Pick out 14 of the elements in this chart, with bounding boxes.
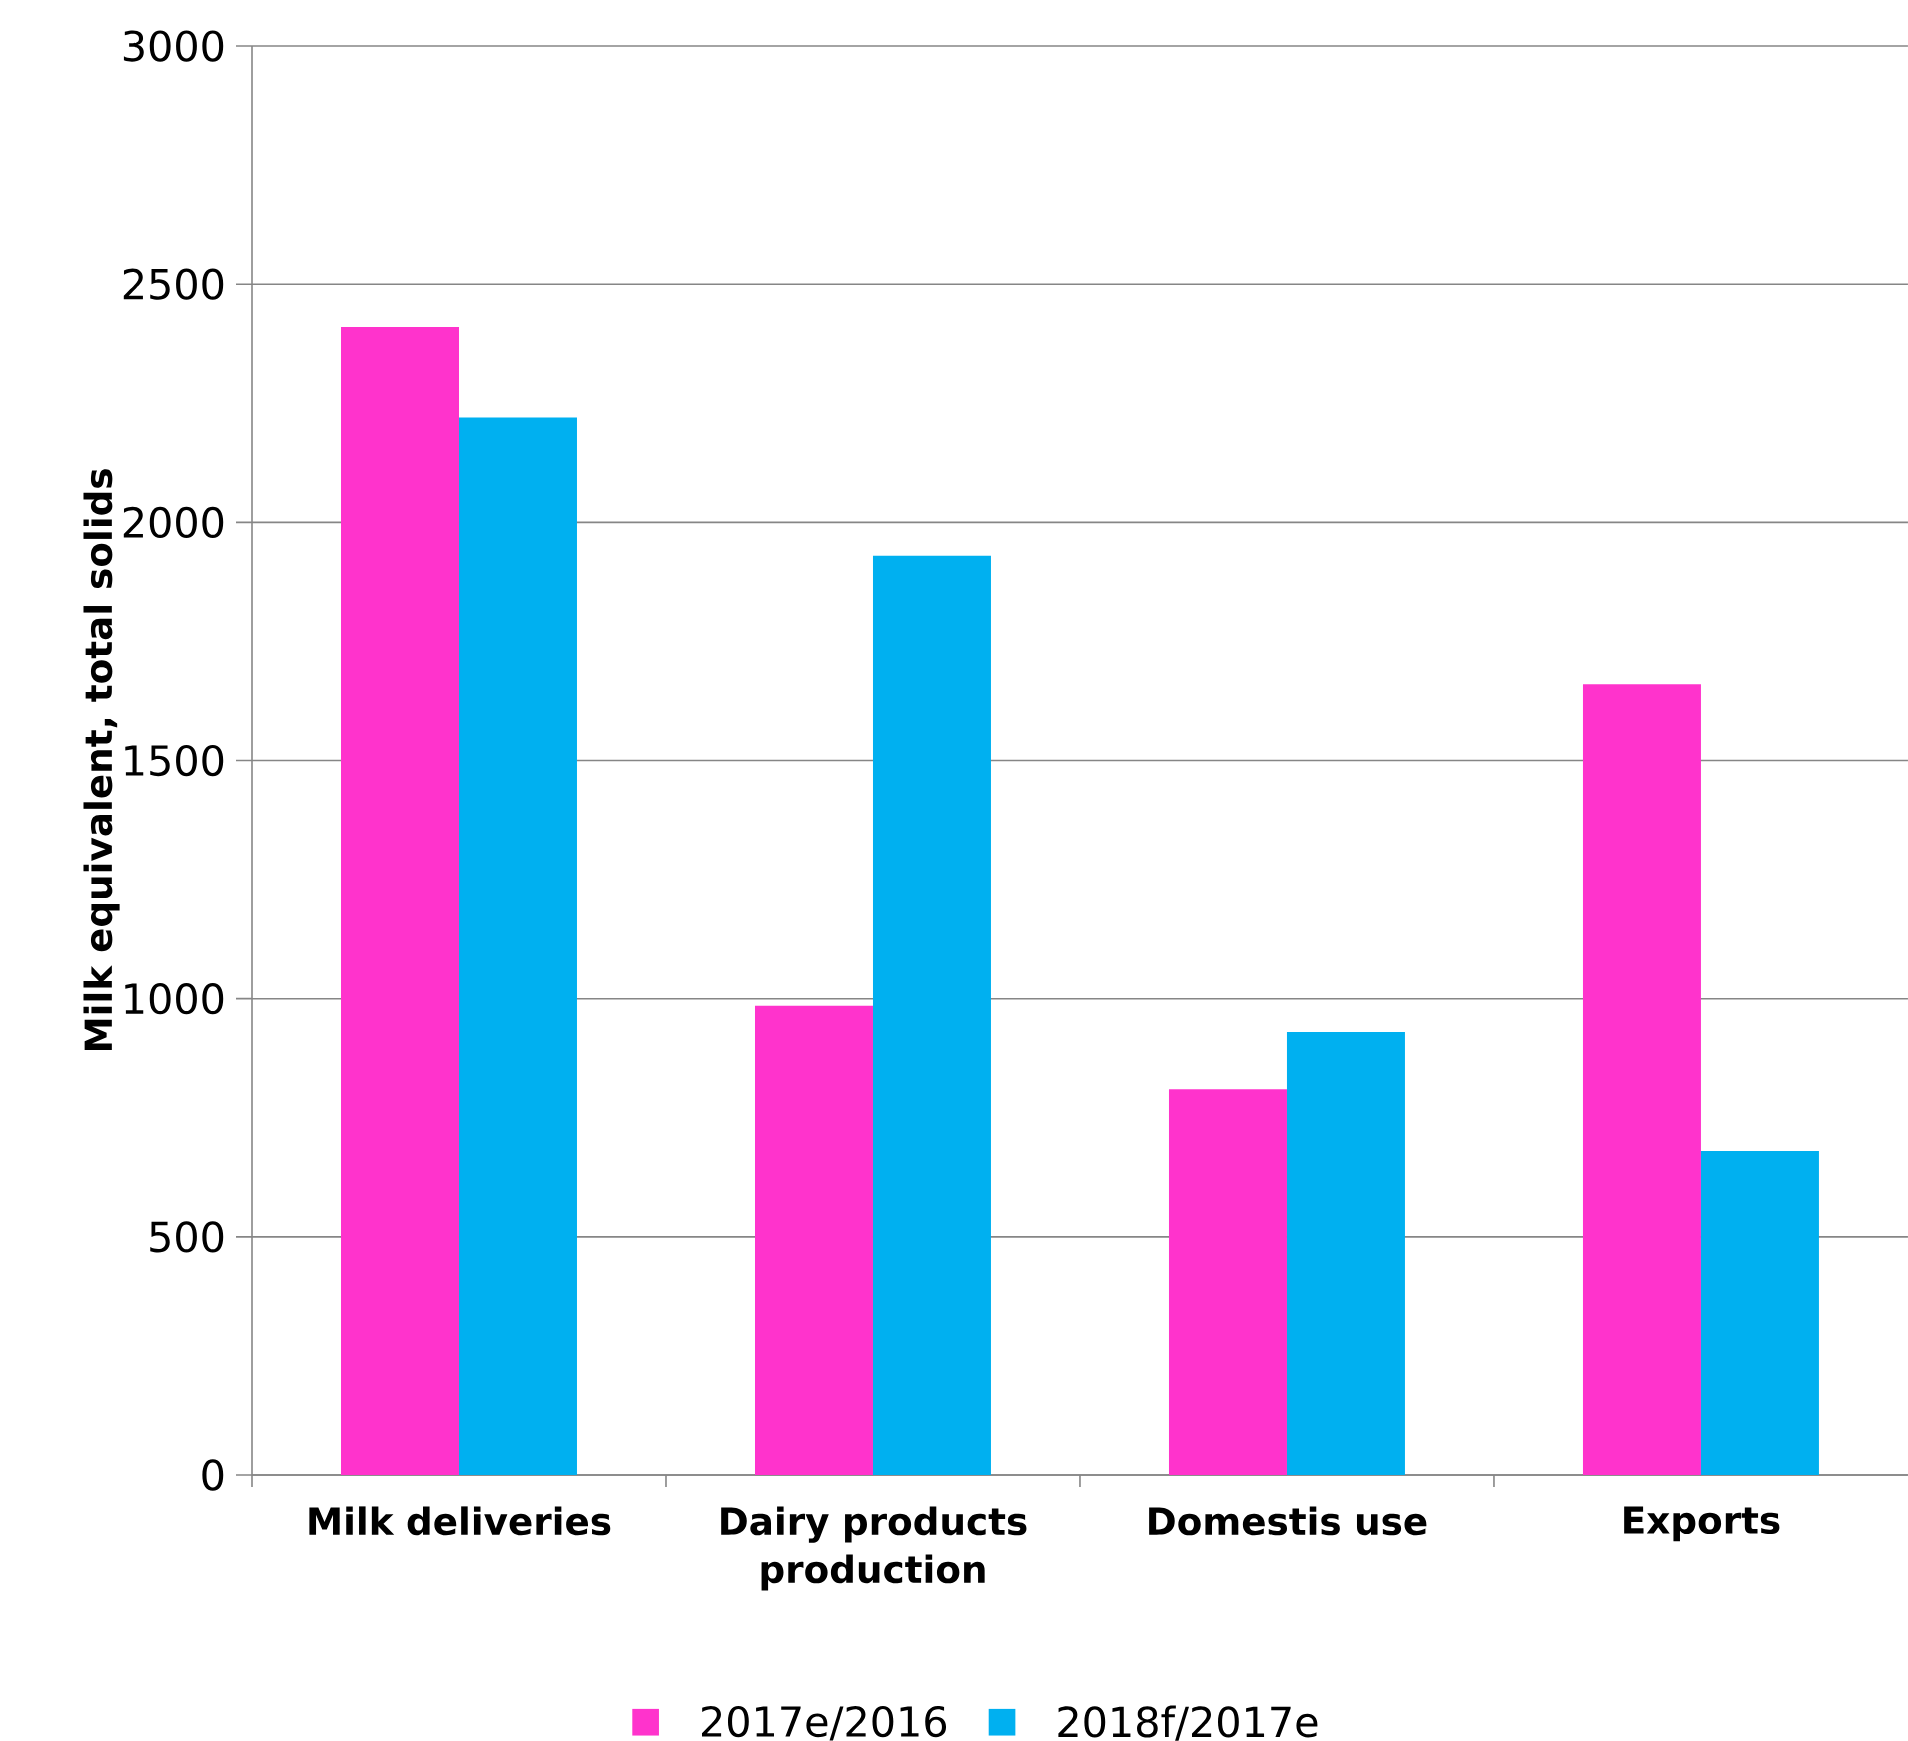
- legend-label: 2018f/2017e: [1058, 1705, 1318, 1741]
- y-tick-label: 1000: [125, 983, 224, 1015]
- y-tick-label: 1500: [125, 744, 224, 777]
- y-tick-label: 500: [150, 1221, 224, 1253]
- y-tick-label: 2500: [123, 268, 224, 300]
- legend-label: 2017e/2016: [702, 1705, 947, 1741]
- y-tick-label: 0: [202, 1459, 224, 1491]
- y-axis-title: Milk equivalent, total solids: [83, 469, 120, 1051]
- x-tick-label: Exports: [1624, 1506, 1780, 1542]
- y-tick-label: 3000: [123, 30, 224, 62]
- x-tick-label: Dairy products production: [721, 1506, 1027, 1591]
- x-tick-label: Milk deliveries: [309, 1506, 611, 1536]
- x-tick-label: Domestis use: [1149, 1506, 1427, 1536]
- y-tick-label: 2000: [123, 506, 224, 538]
